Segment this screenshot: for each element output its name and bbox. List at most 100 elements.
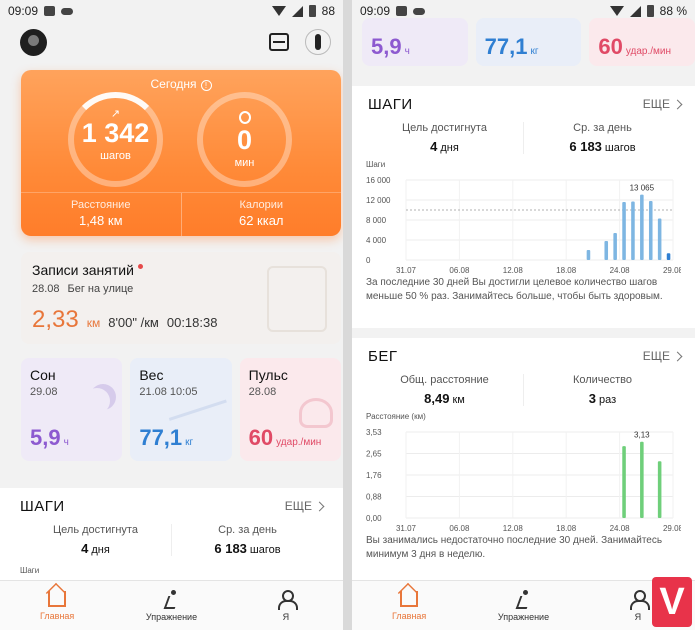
y-tick-label: 0,88 [366, 493, 382, 502]
sleep-value: 5,9 [371, 34, 402, 59]
pulse-title: Пульс [248, 367, 288, 383]
goal-label: Цель достигнута [402, 122, 487, 134]
x-tick-label: 12.08 [503, 266, 524, 275]
pulse-tile[interactable]: 60 удар./мин [589, 18, 695, 66]
bottom-nav: Главная Упражнение Я [352, 580, 695, 630]
battery-icon [646, 5, 654, 17]
workout-records-card[interactable]: Записи занятий 28.08 Бег на улице 2,33 км… [21, 252, 341, 344]
goal-value: 4 [81, 541, 89, 556]
pulse-value: 60 [248, 425, 274, 450]
run-section-title: БЕГ [368, 347, 398, 365]
pulse-tile[interactable]: Пульс 28.08 60 удар./мин [239, 358, 341, 461]
sleep-tile[interactable]: 5,9 ч [362, 18, 468, 66]
sleep-unit: ч [63, 437, 69, 448]
y-tick-label: 2,65 [366, 450, 382, 459]
weight-tile[interactable]: Вес 21.08 10:05 77,1 кг [130, 358, 235, 461]
y-tick-label: 1,76 [366, 471, 382, 480]
weight-tile[interactable]: 77,1 кг [475, 18, 582, 66]
run-bar-chart[interactable]: Расстояние (км) 3,53 2,65 1,76 0,88 0,00 31.07… [366, 410, 681, 534]
today-activity-card[interactable]: Сегодня! ↗ 1 342 шагов 0 мин Расстояние … [21, 70, 341, 236]
new-dot [137, 264, 143, 269]
minutes-value: 0 [236, 124, 253, 155]
bar [613, 233, 617, 260]
run-note: Вы занимались недостаточно последние 30 … [366, 535, 663, 560]
run-more-button[interactable]: ЕЩЕ [642, 349, 683, 363]
bar [640, 194, 644, 260]
stopwatch-icon [238, 110, 251, 124]
run-more-label: ЕЩЕ [642, 349, 670, 363]
run-count-unit: раз [599, 394, 617, 406]
goal-unit: дня [91, 544, 110, 556]
pulse-value: 60 [598, 34, 623, 59]
gallery-icon [44, 6, 56, 16]
steps-section: ШАГИ ЕЩЕ Цель достигнута 4 дня Ср. за ден… [0, 488, 343, 580]
x-tick-label: 12.08 [503, 524, 524, 533]
distance-stat: Расстояние 1,48 км [21, 193, 181, 236]
avg-label: Ср. за день [573, 122, 632, 134]
total-distance-value: 8,49 [424, 391, 450, 406]
run-count-value: 3 [588, 391, 597, 406]
status-bar: 09:09 88 % [352, 0, 695, 22]
signal-icon [629, 5, 641, 17]
sleep-value: 5,9 [30, 425, 61, 450]
avg-stat: Ср. за день 6 183 шагов [523, 122, 681, 154]
nav-me[interactable]: Я [229, 581, 343, 630]
steps-bar-chart[interactable]: Шаги 16 000 12 000 8 000 4 000 0 31.07 06.08 12.… [366, 158, 681, 276]
steps-note: За последние 30 дней Вы достигли целевое… [366, 277, 663, 302]
nav-exercise[interactable]: Упражнение [114, 581, 228, 630]
wifi-icon [271, 6, 286, 16]
run-icon [162, 589, 180, 608]
signal-icon [291, 5, 303, 17]
bar [640, 441, 644, 518]
max-annotation: 3,13 [634, 431, 650, 440]
nav-home[interactable]: Главная [352, 581, 466, 630]
y-tick-label: 8 000 [366, 216, 387, 225]
nav-me[interactable]: Я [581, 581, 695, 630]
nav-exercise[interactable]: Упражнение [466, 581, 580, 630]
sleep-tile[interactable]: Сон 29.08 5,9 ч [21, 358, 123, 461]
avg-unit: шагов [249, 544, 281, 556]
battery-level: 88 % [659, 4, 687, 18]
x-tick-label: 18.08 [556, 524, 577, 533]
x-tick-label: 06.08 [449, 266, 470, 275]
avg-unit: шагов [604, 142, 636, 154]
x-tick-label: 29.08 [663, 524, 681, 533]
steps-more-label: ЕЩЕ [284, 499, 312, 513]
band-device-icon[interactable] [305, 29, 331, 55]
nav-home[interactable]: Главная [0, 581, 114, 630]
today-header: Сегодня! [21, 77, 341, 91]
steps-more-label: ЕЩЕ [642, 97, 670, 111]
scan-icon[interactable] [269, 33, 289, 51]
bar [631, 201, 635, 260]
total-distance-stat: Общ. расстояние 8,49 км [366, 374, 523, 406]
sleep-date: 29.08 [30, 386, 58, 398]
avatar[interactable] [20, 28, 47, 56]
workout-date: 28.08 [32, 283, 60, 295]
workout-distance-unit: км [86, 316, 101, 330]
y-tick-label: 0,00 [366, 514, 382, 523]
x-tick-label: 06.08 [449, 524, 470, 533]
info-icon[interactable]: ! [200, 80, 212, 91]
home-icon [48, 590, 67, 607]
bar [666, 253, 671, 260]
minutes-unit: мин [234, 156, 255, 169]
workout-duration: 00:18:38 [166, 315, 218, 330]
y-tick-label: 12 000 [366, 196, 391, 205]
cloud-icon [61, 7, 74, 15]
steps-more-button[interactable]: ЕЩЕ [642, 97, 683, 111]
steps-more-button[interactable]: ЕЩЕ [284, 499, 325, 513]
calories-value: 62 ккал [238, 213, 284, 228]
weight-unit: кг [530, 46, 539, 57]
max-annotation: 13 065 [630, 184, 655, 193]
pulse-unit: удар./мин [276, 437, 322, 448]
calories-stat: Калории 62 ккал [180, 193, 342, 236]
run-section: БЕГ ЕЩЕ Общ. расстояние 8,49 км Количеств… [352, 338, 695, 580]
bar [586, 250, 591, 260]
chevron-right-icon [314, 501, 325, 511]
right-screen: 09:09 88 % 5,9 ч 77,1 кг 60 удар./мин ШАГИ … [352, 0, 695, 630]
steps-section: ШАГИ ЕЩЕ Цель достигнута 4 дня Ср. за ден… [352, 86, 695, 328]
steps-value: 1 342 [81, 117, 150, 148]
x-tick-label: 24.08 [610, 266, 631, 275]
steps-section-title: ШАГИ [20, 497, 65, 515]
nav-home-label: Главная [40, 610, 75, 621]
